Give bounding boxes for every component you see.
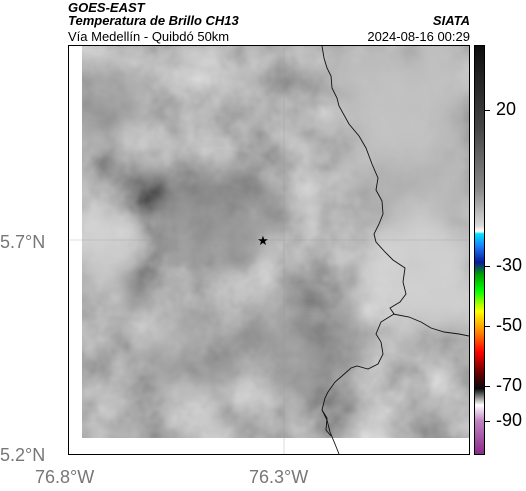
colorbar-label: -90 [496, 410, 523, 430]
lon-tick-label: 76.8°W [35, 467, 95, 487]
colorbar [474, 45, 485, 455]
lat-tick-label: 5.7°N [0, 232, 46, 252]
colorbar-tick [485, 386, 490, 387]
boundary-line [321, 46, 407, 454]
satellite-map: ★ [68, 45, 470, 455]
colorbar-label: -30 [496, 255, 523, 275]
boundary-branch-2 [321, 409, 332, 437]
colorbar-label: 20 [496, 99, 517, 119]
colorbar-tick [485, 326, 490, 327]
product-title: Temperatura de Brillo CH13 [68, 13, 239, 28]
colorbar-tick [485, 266, 490, 267]
lat-tick-label: 5.2°N [0, 445, 46, 465]
boundary-branch [392, 313, 469, 337]
datetime-label: 2024-08-16 00:29 [367, 29, 470, 44]
brightness-temperature-field [69, 46, 469, 454]
colorbar-tick [485, 421, 490, 422]
lon-tick-label: 76.3°W [249, 467, 309, 487]
satellite-title: GOES-EAST [68, 0, 145, 15]
colorbar-tick [485, 110, 490, 111]
agency-label: SIATA [432, 13, 470, 28]
map-canvas: ★ [69, 46, 469, 454]
colorbar-label: -50 [496, 315, 523, 335]
colorbar-label: -70 [496, 375, 523, 395]
star-marker: ★ [257, 234, 269, 249]
location-subtitle: Vía Medellín - Quibdó 50km [68, 29, 230, 44]
